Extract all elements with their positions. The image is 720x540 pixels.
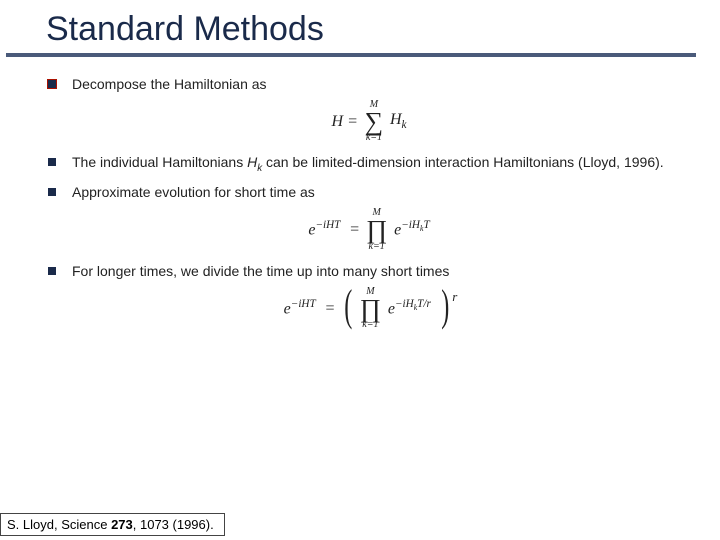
bullet-marker [48,158,56,166]
citation-text: S. Lloyd, Science [7,517,111,532]
equation-2: e−iHT = M ∏ k=1 e−iHkT [48,208,690,251]
citation-rest: , 1073 (1996). [133,517,214,532]
bullet-item: Approximate evolution for short time as [48,183,690,202]
bullet-marker [48,80,56,88]
bullet-marker [48,267,56,275]
citation-box: S. Lloyd, Science 273, 1073 (1996). [0,513,225,536]
bullet-item: For longer times, we divide the time up … [48,262,690,281]
bullet-item: Decompose the Hamiltonian as [48,75,690,94]
bullet-text: Approximate evolution for short time as [72,183,690,202]
slide-title: Standard Methods [46,10,720,49]
bullet-marker [48,188,56,196]
equation-1: H = M ∑ k=1 Hk [48,100,690,143]
bullet-item: The individual Hamiltonians Hk can be li… [48,153,690,175]
slide-body: Decompose the Hamiltonian as H = M ∑ k=1… [0,57,720,330]
equation-3: e−iHT = ( M ∏ k=1 e−iHkT/r )r [48,286,690,330]
bullet-text: Decompose the Hamiltonian as [72,75,690,94]
bullet-text: For longer times, we divide the time up … [72,262,690,281]
bullet-text: The individual Hamiltonians Hk can be li… [72,153,690,175]
citation-volume: 273 [111,517,133,532]
